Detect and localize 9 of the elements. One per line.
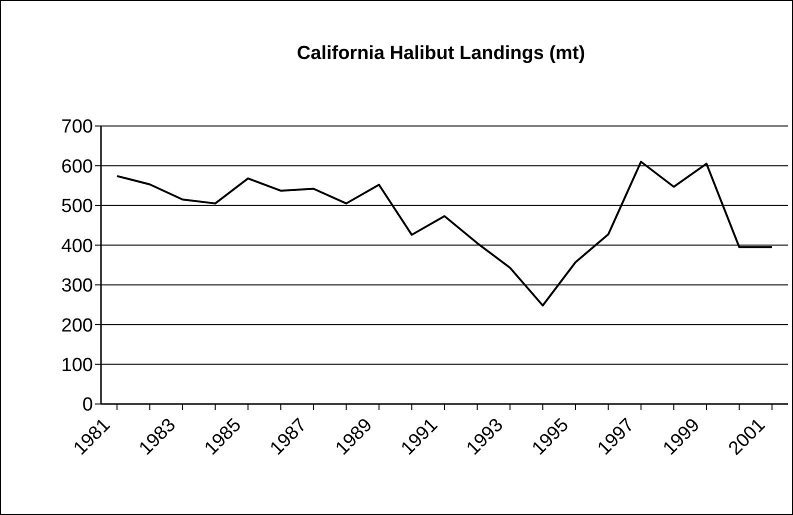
y-tick-label: 600 (61, 156, 93, 178)
y-tick-label: 500 (61, 196, 93, 218)
y-tick-label: 300 (61, 276, 93, 297)
y-tick-label: 100 (61, 355, 93, 376)
y-tick-label: 0 (82, 394, 93, 416)
chart-title: California Halibut Landings (mt) (296, 43, 586, 65)
y-tick-label: 700 (61, 116, 93, 138)
y-tick-label: 200 (61, 315, 93, 336)
y-tick-label: 400 (61, 236, 93, 257)
